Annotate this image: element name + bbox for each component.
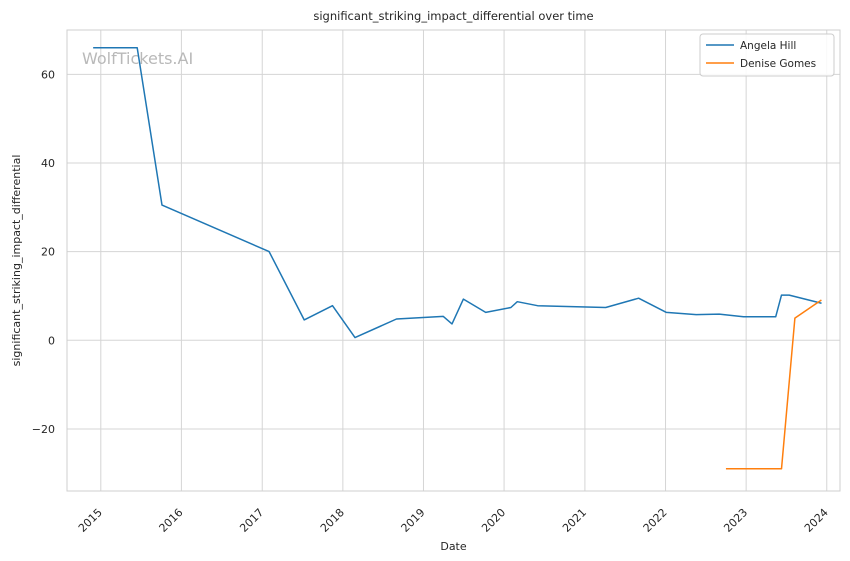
series-lines <box>93 46 822 470</box>
plot-frame <box>66 29 841 492</box>
legend-label: Denise Gomes <box>740 58 816 70</box>
y-axis-label: significant_striking_impact_differential <box>10 155 23 367</box>
legend: Angela Hill Denise Gomes <box>699 33 835 77</box>
legend-label: Angela Hill <box>740 40 796 52</box>
y-tick-label: 40 <box>41 157 55 170</box>
y-tick-label: 20 <box>41 246 55 259</box>
y-tick-label: 60 <box>41 68 55 81</box>
chart-title: significant_striking_impact_differential… <box>313 9 593 23</box>
y-tick-labels: −20 0 20 40 60 <box>32 68 55 436</box>
series-line-denise-gomes <box>725 299 822 470</box>
watermark-text: WolfTickets.AI <box>82 49 193 68</box>
grid-lines <box>67 30 840 491</box>
plot-border <box>66 29 841 492</box>
x-axis-label: Date <box>440 540 467 553</box>
plot-area <box>67 30 840 491</box>
series-line-angela-hill <box>93 46 822 339</box>
y-tick-label: 0 <box>48 334 55 347</box>
y-tick-label: −20 <box>32 423 55 436</box>
